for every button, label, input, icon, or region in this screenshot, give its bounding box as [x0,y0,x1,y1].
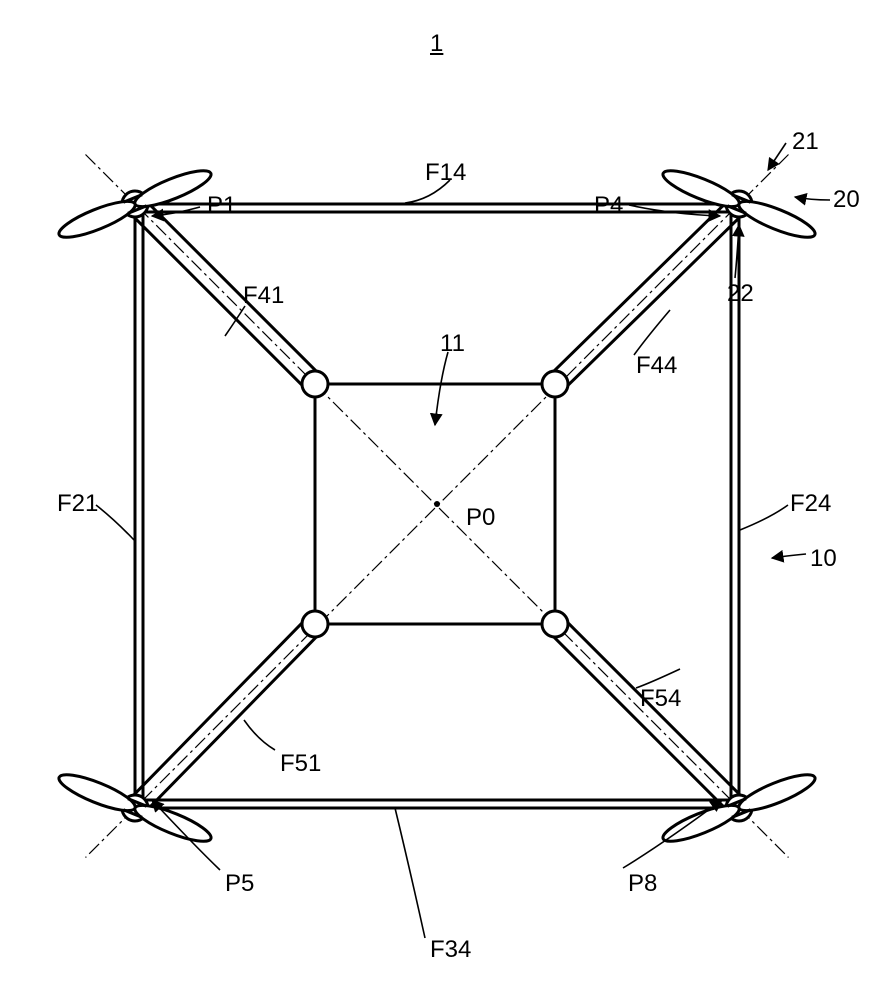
label-F24: F24 [790,490,831,518]
label-F34: F34 [430,936,471,964]
label-P1: P1 [207,192,236,220]
label-F51: F51 [280,750,321,778]
label-n21: 21 [792,128,819,156]
label-F54: F54 [640,685,681,713]
label-P8: P8 [628,870,657,898]
label-n22: 22 [727,280,754,308]
label-P4: P4 [594,192,623,220]
label-F41: F41 [243,282,284,310]
label-n11: 11 [440,330,465,358]
label-title: 1 [430,30,443,58]
label-F14: F14 [425,159,466,187]
label-n10: 10 [810,545,837,573]
label-n20: 20 [833,186,860,214]
label-F21: F21 [57,490,98,518]
diagram-svg [0,0,887,1000]
label-P0: P0 [466,504,495,532]
label-P5: P5 [225,870,254,898]
label-F44: F44 [636,352,677,380]
